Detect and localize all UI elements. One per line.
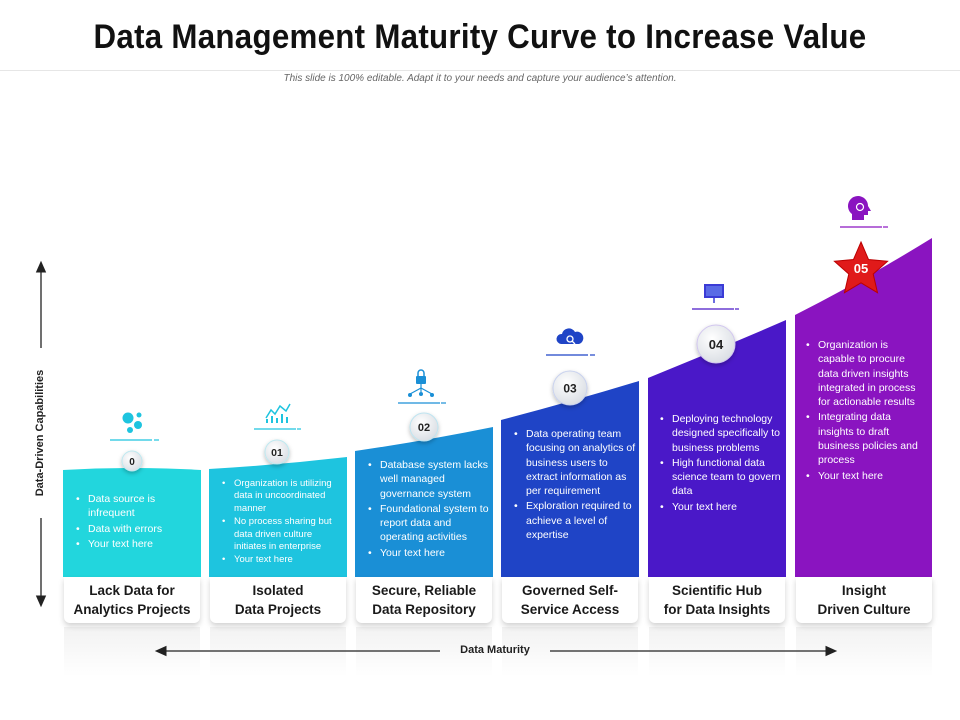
stage-1-bullet: Your text here	[220, 554, 342, 567]
stage-number-1: 01	[271, 447, 283, 459]
stage-2-bullet: Your text here	[366, 546, 491, 561]
stage-label-3: Governed Self- Service Access	[520, 583, 620, 617]
stage-badge-2: 02	[409, 412, 439, 442]
stage-4-bullet: High functional data science team to gov…	[658, 456, 784, 499]
stage-description-0: Data source is infrequent Data with erro…	[74, 492, 194, 552]
stage-label-card-3: Governed Self- Service Access	[502, 577, 638, 623]
stage-4-bullet: Deploying technology designed specifical…	[658, 412, 784, 455]
stage-label-card-2: Secure, Reliable Data Repository	[356, 577, 492, 623]
stage-label-card-0: Lack Data for Analytics Projects	[64, 577, 200, 623]
stage-0-bullet: Your text here	[74, 537, 194, 552]
stage-1-bullet: No process sharing but data driven cultu…	[220, 516, 342, 553]
stage-3-bullet: Data operating team focusing on analytic…	[512, 427, 637, 498]
card-reflection	[796, 627, 932, 677]
stage-label-card-4: Scientific Hub for Data Insights	[649, 577, 785, 623]
stage-badge-4: 04	[696, 324, 736, 364]
analytics-chart-icon	[254, 393, 301, 430]
page-title: Data Management Maturity Curve to Increa…	[93, 18, 867, 56]
stage-number-4: 04	[709, 337, 724, 352]
x-axis-label: Data Maturity	[440, 644, 550, 656]
stage-5-bullet: Organization is capable to procure data …	[804, 338, 926, 409]
stage-number-5: 05	[854, 261, 868, 276]
stage-number-2: 02	[418, 422, 430, 434]
brain-head-icon	[840, 192, 888, 228]
stage-1-bullet: Organization is utilizing data in uncoor…	[220, 478, 342, 515]
stage-description-1: Organization is utilizing data in uncoor…	[220, 478, 342, 568]
data-dots-icon	[110, 404, 159, 441]
stage-5-bullet: Your text here	[804, 469, 926, 484]
title-divider	[0, 70, 960, 71]
card-reflection	[356, 627, 492, 677]
stage-badge-5: 05	[833, 240, 889, 294]
secure-network-icon	[398, 367, 446, 404]
stage-number-0: 0	[129, 457, 135, 468]
stage-number-3: 03	[563, 382, 577, 396]
stage-3-bullet: Exploration required to achieve a level …	[512, 499, 637, 542]
stage-label-card-5: Insight Driven Culture	[796, 577, 932, 623]
stage-2-bullet: Database system lacks well managed gover…	[366, 458, 491, 501]
stage-badge-1: 01	[264, 439, 290, 465]
stage-label-0: Lack Data for Analytics Projects	[73, 583, 191, 617]
stage-label-2: Secure, Reliable Data Repository	[371, 583, 477, 617]
stage-5-bullet: Integrating data insights to draft busin…	[804, 410, 926, 467]
card-reflection	[64, 627, 200, 677]
card-reflection	[502, 627, 638, 677]
stage-0-bullet: Data source is infrequent	[74, 492, 194, 521]
stage-label-1: Isolated Data Projects	[234, 583, 322, 617]
stage-label-4: Scientific Hub for Data Insights	[663, 583, 771, 617]
cloud-search-icon	[546, 321, 595, 357]
y-axis-label: Data-Driven Capabilities	[34, 369, 46, 497]
stage-0-bullet: Data with errors	[74, 522, 194, 537]
stage-description-3: Data operating team focusing on analytic…	[512, 427, 637, 543]
stage-description-2: Database system lacks well managed gover…	[366, 458, 491, 561]
stage-label-card-1: Isolated Data Projects	[210, 577, 346, 623]
page-subtitle: This slide is 100% editable. Adapt it to…	[283, 73, 677, 84]
stage-description-5: Organization is capable to procure data …	[804, 338, 926, 484]
card-reflection	[649, 627, 785, 677]
presentation-board-icon	[692, 274, 739, 310]
stage-description-4: Deploying technology designed specifical…	[658, 412, 784, 515]
stage-2-bullet: Foundational system to report data and o…	[366, 502, 491, 545]
stage-badge-3: 03	[552, 370, 588, 406]
stage-badge-0: 0	[121, 450, 143, 472]
stage-4-bullet: Your text here	[658, 500, 784, 515]
card-reflection	[210, 627, 346, 677]
stage-label-5: Insight Driven Culture	[817, 583, 911, 617]
